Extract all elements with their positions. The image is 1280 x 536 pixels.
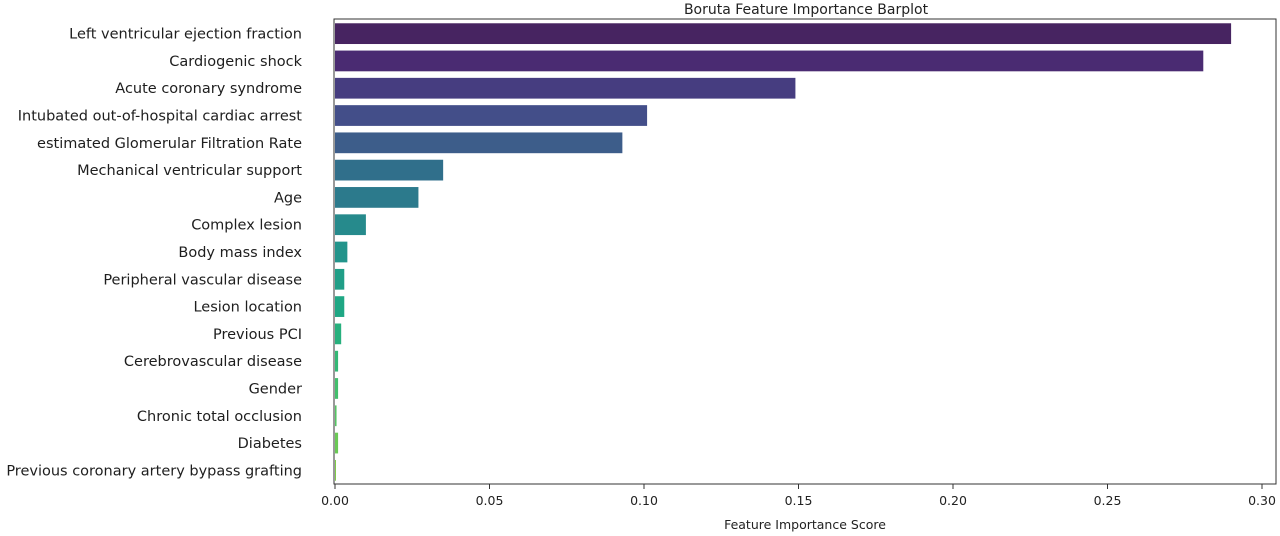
category-labels: Left ventricular ejection fraction Cardio… <box>6 27 302 480</box>
bar <box>335 132 623 154</box>
bar <box>335 432 339 454</box>
bar <box>335 214 366 236</box>
bar <box>335 459 336 481</box>
bar <box>335 159 444 181</box>
category-label: Acute coronary syndrome <box>115 81 302 97</box>
x-tick-label: 0.05 <box>476 493 504 508</box>
x-axis-ticks: 0.00 0.05 0.10 0.15 0.20 0.25 0.30 <box>321 484 1276 508</box>
bar <box>335 323 342 345</box>
category-label: Intubated out-of-hospital cardiac arrest <box>18 109 303 125</box>
bar <box>335 350 339 372</box>
bar <box>335 105 648 126</box>
category-label: Previous coronary artery bypass grafting <box>6 463 302 479</box>
x-axis-label: Feature Importance Score <box>724 517 886 532</box>
x-tick-label: 0.15 <box>785 493 813 508</box>
category-label: Complex lesion <box>191 218 302 234</box>
bar <box>335 23 1232 45</box>
bar <box>335 378 339 399</box>
plot-frame <box>333 18 1277 485</box>
category-label: estimated Glomerular Filtration Rate <box>37 136 302 152</box>
x-tick-label: 0.10 <box>630 493 658 508</box>
bar <box>335 405 337 427</box>
category-label: Mechanical ventricular support <box>77 163 302 179</box>
category-label: Previous PCI <box>213 327 302 343</box>
category-label: Lesion location <box>193 300 302 316</box>
category-label: Age <box>274 190 302 206</box>
category-label: Peripheral vascular disease <box>103 272 302 288</box>
category-label: Body mass index <box>178 245 302 261</box>
x-tick-label: 0.25 <box>1094 493 1122 508</box>
category-label: Diabetes <box>238 436 302 452</box>
x-tick-label: 0.30 <box>1248 493 1276 508</box>
bar <box>335 77 796 99</box>
category-label: Cardiogenic shock <box>169 54 302 70</box>
x-tick-label: 0.20 <box>939 493 967 508</box>
category-label: Gender <box>249 381 302 397</box>
bar <box>335 296 345 317</box>
category-label: Cerebrovascular disease <box>124 354 302 370</box>
bar <box>335 241 348 263</box>
bar <box>335 268 345 290</box>
chart-title: Boruta Feature Importance Barplot <box>684 2 929 18</box>
bars-layer <box>335 23 1232 481</box>
bar <box>335 187 419 208</box>
category-label: Chronic total occlusion <box>137 409 302 425</box>
bar <box>335 50 1204 72</box>
x-tick-label: 0.00 <box>321 493 349 508</box>
category-label: Left ventricular ejection fraction <box>69 27 302 43</box>
